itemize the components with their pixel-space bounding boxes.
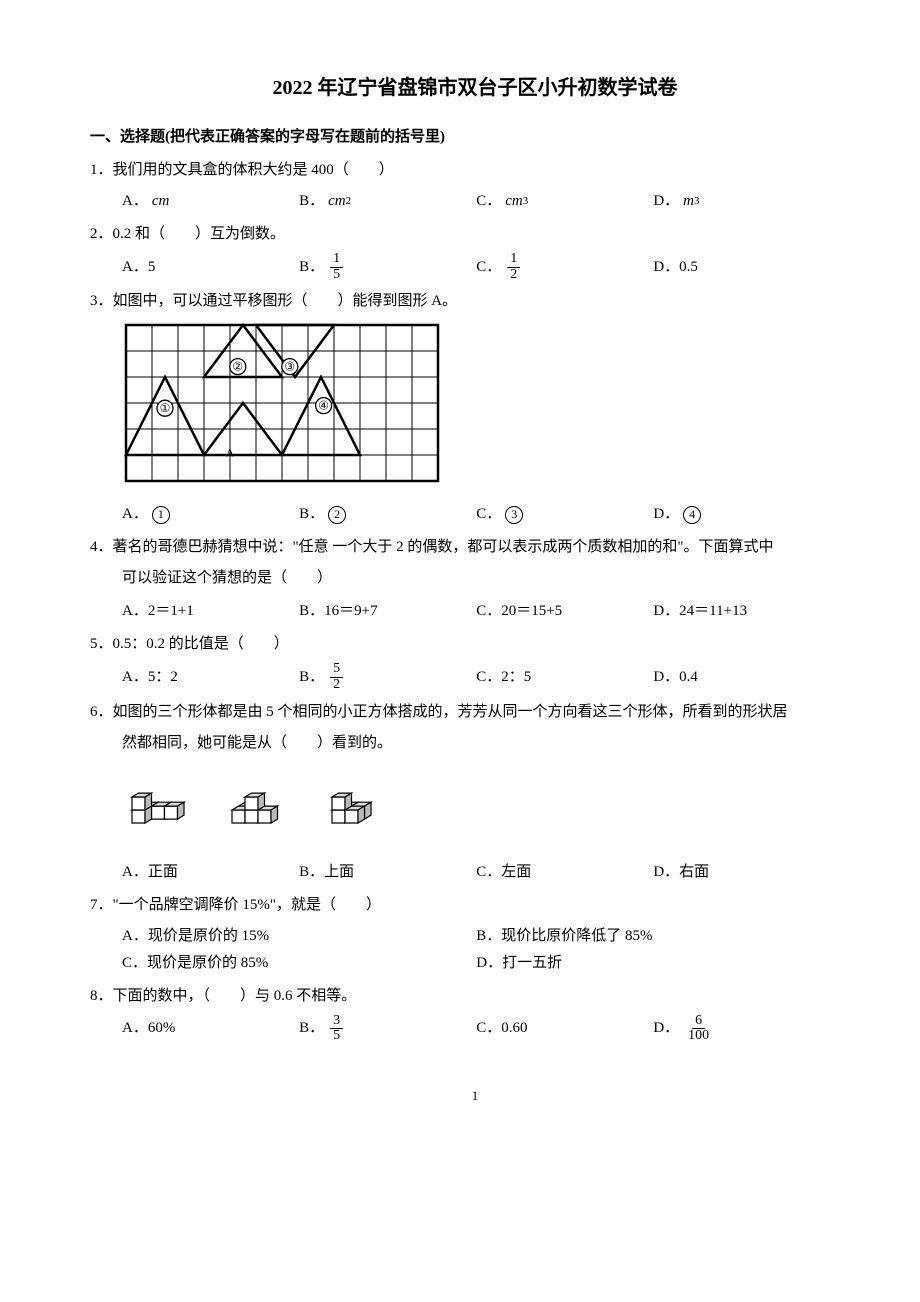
- q1-options: A．cm B．cm2 C．cm3 D．m3: [90, 188, 860, 215]
- q2-opt-c: C．12: [476, 252, 653, 282]
- question-4: 4．著名的哥德巴赫猜想中说："任意 一个大于 2 的偶数，都可以表示成两个质数相…: [90, 534, 860, 625]
- q7-options: A．现价是原价的 15% B．现价比原价降低了 85% C．现价是原价的 85%…: [90, 923, 860, 977]
- q6-opt-d: D．右面: [653, 859, 830, 886]
- q6-opt-c: C．左面: [476, 859, 653, 886]
- q4-stem: 4．著名的哥德巴赫猜想中说："任意 一个大于 2 的偶数，都可以表示成两个质数相…: [90, 534, 860, 561]
- q3-opt-d: D．4: [653, 501, 830, 528]
- question-7: 7．"一个品牌空调降价 15%"，就是（ ） A．现价是原价的 15% B．现价…: [90, 892, 860, 977]
- q8-stem: 8．下面的数中，（ ）与 0.6 不相等。: [90, 983, 860, 1010]
- q6-opt-a: A．正面: [122, 859, 299, 886]
- q5-opt-d: D．0.4: [653, 662, 830, 692]
- svg-text:④: ④: [318, 399, 329, 413]
- q1-opt-c: C．cm3: [476, 188, 653, 215]
- q6-options: A．正面 B．上面 C．左面 D．右面: [90, 859, 860, 886]
- q4-stem-cont: 可以验证这个猜想的是（ ）: [90, 565, 860, 592]
- q8-opt-d: D．6100: [653, 1014, 830, 1044]
- q3-grid-svg: ① ② ③ ④ A: [122, 321, 442, 485]
- q7-opt-b: B．现价比原价降低了 85%: [476, 923, 830, 950]
- question-8: 8．下面的数中，（ ）与 0.6 不相等。 A．60% B．35 C．0.60 …: [90, 983, 860, 1044]
- q5-opt-c: C．2：5: [476, 662, 653, 692]
- q3-opt-c: C．3: [476, 501, 653, 528]
- page-number: 1: [90, 1084, 860, 1107]
- q2-stem: 2．0.2 和（ ）互为倒数。: [90, 221, 860, 248]
- q6-stem: 6．如图的三个形体都是由 5 个相同的小正方体搭成的，芳芳从同一个方向看这三个形…: [90, 699, 860, 726]
- q5-options: A．5：2 B．52 C．2：5 D．0.4: [90, 662, 860, 692]
- q1-opt-d: D．m3: [653, 188, 830, 215]
- svg-text:③: ③: [284, 360, 295, 374]
- question-2: 2．0.2 和（ ）互为倒数。 A．5 B．15 C．12 D．0.5: [90, 221, 860, 282]
- q7-stem: 7．"一个品牌空调降价 15%"，就是（ ）: [90, 892, 860, 919]
- q3-figure: ① ② ③ ④ A: [122, 321, 860, 495]
- question-1: 1．我们用的文具盒的体积大约是 400（ ） A．cm B．cm2 C．cm3 …: [90, 157, 860, 215]
- q8-opt-a: A．60%: [122, 1014, 299, 1044]
- q4-opt-d: D．24＝11+13: [653, 598, 830, 625]
- q7-opt-d: D．打一五折: [476, 950, 830, 977]
- q8-opt-b: B．35: [299, 1014, 476, 1044]
- question-6: 6．如图的三个形体都是由 5 个相同的小正方体搭成的，芳芳从同一个方向看这三个形…: [90, 699, 860, 886]
- q8-opt-c: C．0.60: [476, 1014, 653, 1044]
- svg-text:A: A: [226, 446, 235, 460]
- question-5: 5．0.5：0.2 的比值是（ ） A．5：2 B．52 C．2：5 D．0.4: [90, 631, 860, 692]
- q3-opt-b: B．2: [299, 501, 476, 528]
- q2-opt-a: A．5: [122, 252, 299, 282]
- q7-opt-c: C．现价是原价的 85%: [122, 950, 476, 977]
- q1-stem: 1．我们用的文具盒的体积大约是 400（ ）: [90, 157, 860, 184]
- q4-opt-c: C．20＝15+5: [476, 598, 653, 625]
- exam-title: 2022 年辽宁省盘锦市双台子区小升初数学试卷: [90, 70, 860, 106]
- q5-opt-a: A．5：2: [122, 662, 299, 692]
- section-1-header: 一、选择题(把代表正确答案的字母写在题前的括号里): [90, 124, 860, 151]
- svg-text:①: ①: [160, 402, 171, 416]
- q6-stem-cont: 然都相同，她可能是从（ ）看到的。: [90, 730, 860, 757]
- question-3: 3．如图中，可以通过平移图形（ ）能得到图形 A。 ① ② ③ ④ A A．1 B．2 …: [90, 288, 860, 528]
- q5-opt-b: B．52: [299, 662, 476, 692]
- q5-stem: 5．0.5：0.2 的比值是（ ）: [90, 631, 860, 658]
- q1-opt-b: B．cm2: [299, 188, 476, 215]
- q6-cubes-svg: [122, 763, 422, 843]
- q4-opt-a: A．2＝1+1: [122, 598, 299, 625]
- svg-text:②: ②: [232, 360, 243, 374]
- q6-figure: [122, 763, 860, 853]
- q2-opt-d: D．0.5: [653, 252, 830, 282]
- q1-opt-a: A．cm: [122, 188, 299, 215]
- q3-stem: 3．如图中，可以通过平移图形（ ）能得到图形 A。: [90, 288, 860, 315]
- q4-options: A．2＝1+1 B．16＝9+7 C．20＝15+5 D．24＝11+13: [90, 598, 860, 625]
- q4-opt-b: B．16＝9+7: [299, 598, 476, 625]
- q2-options: A．5 B．15 C．12 D．0.5: [90, 252, 860, 282]
- q6-opt-b: B．上面: [299, 859, 476, 886]
- q8-options: A．60% B．35 C．0.60 D．6100: [90, 1014, 860, 1044]
- q3-options: A．1 B．2 C．3 D．4: [90, 501, 860, 528]
- q3-opt-a: A．1: [122, 501, 299, 528]
- q7-opt-a: A．现价是原价的 15%: [122, 923, 476, 950]
- q2-opt-b: B．15: [299, 252, 476, 282]
